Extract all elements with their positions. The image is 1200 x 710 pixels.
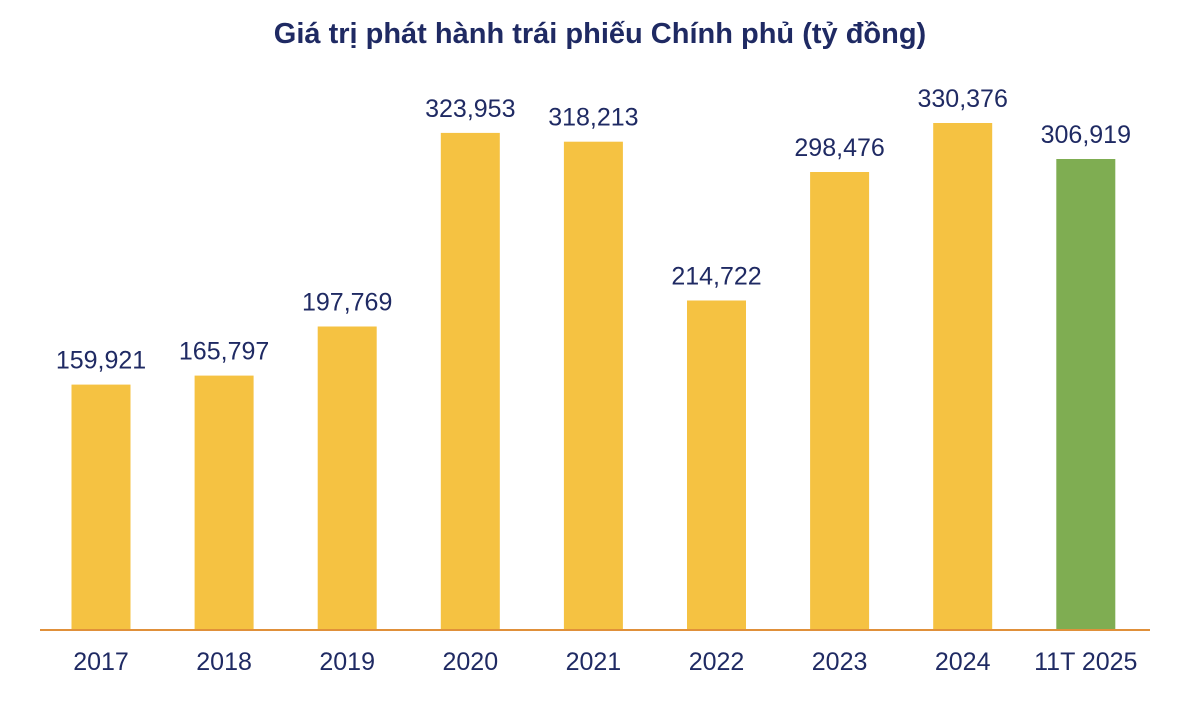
bar-2022 [687,300,746,630]
data-label: 165,797 [179,338,269,366]
data-label: 214,722 [671,263,761,291]
data-label: 330,376 [918,85,1008,113]
bar-2024 [933,123,993,630]
data-label: 323,953 [425,95,515,123]
bar-2019 [317,326,377,630]
x-tick-label: 2021 [566,648,622,676]
data-label: 306,919 [1041,121,1131,149]
x-tick-label: 2024 [935,648,991,676]
x-tick-label: 2017 [73,648,129,676]
x-tick-label: 2020 [442,648,498,676]
x-tick-label: 2022 [689,648,745,676]
x-tick-label: 2019 [319,648,375,676]
bar-2020 [440,132,500,630]
chart-title: Giá trị phát hành trái phiếu Chính phủ (… [273,18,927,50]
data-label: 318,213 [548,104,638,132]
bar-2017 [71,384,131,630]
bar-2021 [563,141,623,630]
bar-2023 [810,172,870,630]
x-tick-label: 2018 [196,648,252,676]
x-tick-label: 11T 2025 [1034,648,1137,676]
bar-11t-2025 [1056,159,1116,630]
bar-2018 [194,375,254,630]
data-label: 197,769 [302,289,392,317]
data-label: 159,921 [56,347,146,375]
x-tick-label: 2023 [812,648,868,676]
data-label: 298,476 [794,134,884,162]
